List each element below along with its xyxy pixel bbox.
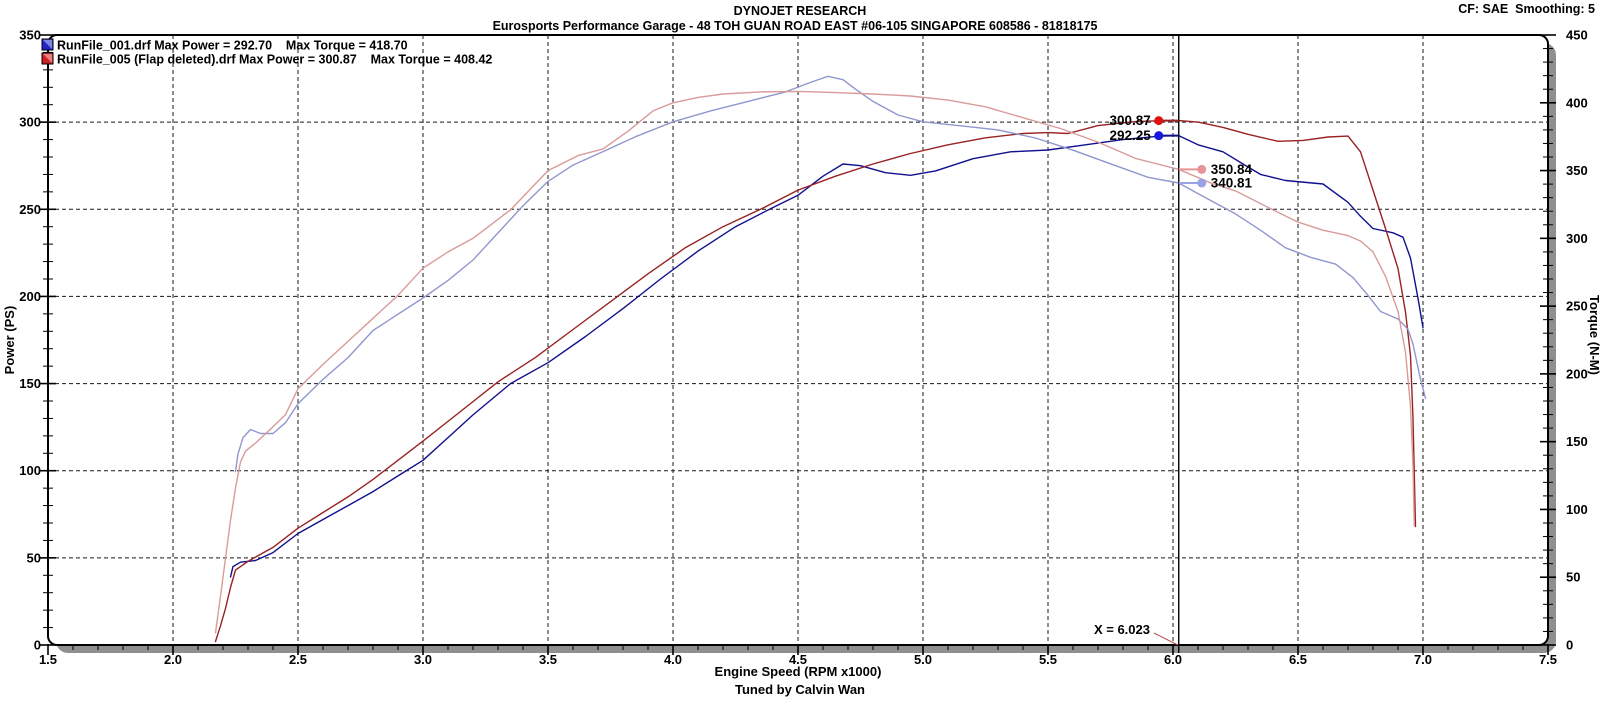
- cursor-readout-label: 300.87: [1109, 113, 1150, 128]
- correction-smoothing-note: CF: SAE Smoothing: 5: [1458, 2, 1595, 16]
- legend-swatch-highlight: [42, 39, 53, 50]
- x-tick-label: 2.0: [164, 652, 182, 667]
- cursor-readout-label: 350.84: [1211, 162, 1253, 177]
- x-tick-label: 3.5: [539, 652, 557, 667]
- y-right-tick-label: 450: [1566, 28, 1588, 43]
- cursor-x-label: X = 6.023: [1094, 622, 1150, 637]
- report-subtitle: Eurosports Performance Garage - 48 TOH G…: [493, 19, 1098, 33]
- cursor-readout-dot: [1197, 178, 1207, 188]
- y-right-tick-label: 350: [1566, 163, 1588, 178]
- x-tick-label: 4.0: [664, 652, 682, 667]
- y-right-tick-label: 200: [1566, 366, 1588, 381]
- cursor-readout-label: 292.25: [1109, 128, 1151, 143]
- x-tick-label: 7.5: [1539, 652, 1557, 667]
- y-axis-title-left: Power (PS): [2, 306, 17, 375]
- legend-entry-label: RunFile_005 (Flap deleted).drf Max Power…: [57, 53, 492, 67]
- x-tick-label: 3.0: [414, 652, 432, 667]
- cursor-readout-dot: [1154, 116, 1164, 126]
- cursor-readout-dot: [1154, 131, 1164, 141]
- x-tick-label: 1.5: [39, 652, 57, 667]
- cursor-readout-dot: [1197, 164, 1207, 174]
- x-tick-label: 5.0: [914, 652, 932, 667]
- x-tick-label: 6.5: [1289, 652, 1307, 667]
- y-left-tick-label: 350: [19, 28, 41, 43]
- legend-swatch-highlight: [42, 53, 53, 64]
- runfile-001-power-curve: [229, 134, 1424, 578]
- x-tick-label: 2.5: [289, 652, 307, 667]
- runfile-005-torque-curve: [214, 90, 1416, 634]
- cursor-readout-label: 340.81: [1211, 176, 1253, 191]
- y-left-tick-label: 50: [27, 550, 41, 565]
- runfile-005-power-curve: [214, 119, 1417, 643]
- y-right-tick-label: 0: [1566, 638, 1573, 653]
- y-right-tick-label: 400: [1566, 95, 1588, 110]
- y-axis-title-right: Torque (N-M): [1587, 295, 1600, 375]
- y-right-tick-label: 250: [1566, 299, 1588, 314]
- y-right-tick-label: 50: [1566, 570, 1580, 585]
- y-right-tick-label: 300: [1566, 231, 1588, 246]
- y-left-tick-label: 150: [19, 376, 41, 391]
- x-tick-label: 4.5: [789, 652, 807, 667]
- footer-credit: Tuned by Calvin Wan: [735, 682, 865, 697]
- y-left-tick-label: 200: [19, 289, 41, 304]
- y-left-tick-label: 0: [34, 638, 41, 653]
- cursor-pointer-line: [1153, 632, 1178, 646]
- y-right-tick-label: 150: [1566, 434, 1588, 449]
- runfile-001-torque-curve: [234, 75, 1427, 473]
- y-left-tick-label: 100: [19, 463, 41, 478]
- x-tick-label: 5.5: [1039, 652, 1057, 667]
- x-tick-label: 6.0: [1164, 652, 1182, 667]
- plot-area: 1.5 2.0 2.5 3.0 3.5 4.0 4.5 5.0 5.5 6.0 6.5 7.0 7.5 0…: [19, 28, 1587, 668]
- y-right-tick-label: 100: [1566, 502, 1588, 517]
- y-left-tick-label: 300: [19, 115, 41, 130]
- legend-entry-label: RunFile_001.drf Max Power = 292.70 Max T…: [57, 39, 408, 53]
- x-axis-title: Engine Speed (RPM x1000): [715, 664, 882, 679]
- y-left-tick-label: 250: [19, 202, 41, 217]
- report-brand: DYNOJET RESEARCH: [734, 4, 867, 18]
- x-tick-label: 7.0: [1414, 652, 1432, 667]
